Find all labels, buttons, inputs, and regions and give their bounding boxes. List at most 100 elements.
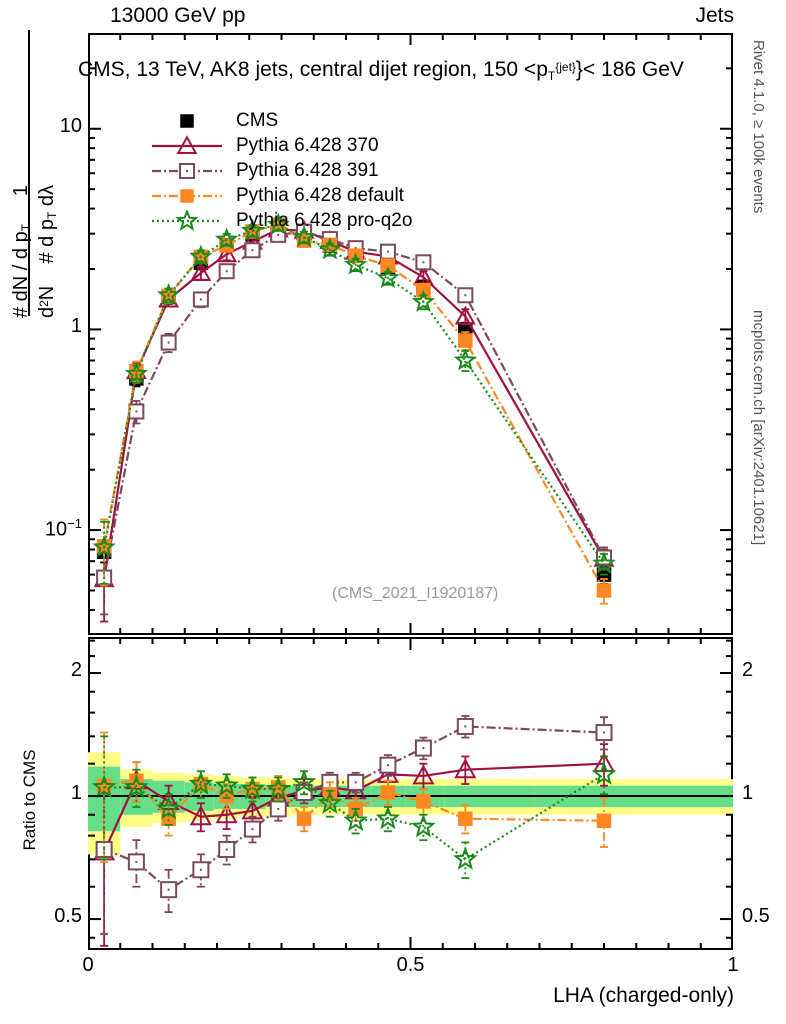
legend-item-1[interactable]: Pythia 6.428 370 bbox=[152, 133, 412, 158]
legend-item-3[interactable]: Pythia 6.428 default bbox=[152, 183, 412, 208]
plot-title: CMS, 13 TeV, AK8 jets, central dijet reg… bbox=[78, 58, 684, 83]
data-point-marker bbox=[411, 814, 436, 838]
data-point-marker bbox=[189, 805, 212, 826]
legend-label: Pythia 6.428 391 bbox=[236, 159, 379, 181]
data-point-marker bbox=[317, 790, 343, 814]
data-point-marker bbox=[215, 803, 238, 824]
ratio-series-3 bbox=[91, 735, 617, 879]
y-tick-label: 10−1 bbox=[44, 516, 82, 541]
plot-title-pre: CMS, 13 TeV, AK8 jets, central dijet reg… bbox=[78, 58, 548, 81]
axis-ticks bbox=[88, 33, 733, 635]
data-point-marker bbox=[240, 776, 265, 800]
main-plot-panel bbox=[88, 33, 733, 635]
y-tick-label: 1 bbox=[70, 315, 82, 338]
data-point-marker bbox=[380, 785, 396, 800]
ratio-series-group bbox=[88, 715, 733, 947]
ratio-series-line bbox=[103, 725, 605, 892]
data-point-marker bbox=[175, 209, 199, 231]
ratio-y-tick-label-right: 1 bbox=[742, 782, 754, 805]
data-point-marker bbox=[180, 113, 194, 128]
x-tick-label: 0.5 bbox=[396, 954, 425, 976]
main-plot-canvas bbox=[88, 33, 733, 635]
data-point-marker bbox=[124, 774, 149, 798]
legend-key bbox=[152, 209, 222, 232]
ratio-axis-ticks bbox=[88, 637, 733, 950]
legend-key bbox=[152, 160, 222, 182]
y-axis-label-denominator: # dN / d pT 1 bbox=[10, 185, 33, 318]
legend-key bbox=[152, 134, 222, 157]
main-series-group bbox=[92, 212, 616, 623]
mcplots-source-caption: mcplots.cern.ch [arXiv:2401.10621] bbox=[750, 310, 767, 546]
plot-title-post: }< 186 GeV bbox=[575, 58, 684, 81]
data-point-marker bbox=[596, 813, 612, 829]
data-point-marker bbox=[343, 807, 368, 832]
data-point-marker bbox=[296, 811, 312, 826]
ratio-axis-label: Ratio to CMS bbox=[20, 749, 39, 851]
data-point-marker bbox=[214, 772, 239, 797]
data-point-marker bbox=[240, 218, 265, 241]
legend: CMS Pythia 6.428 370 Pythia 6.428 391 Pythi… bbox=[152, 108, 412, 233]
ratio-y-tick-label-left: 2 bbox=[70, 659, 82, 682]
header-energy-label: 13000 GeV pp bbox=[110, 4, 246, 27]
series-line bbox=[103, 223, 605, 592]
data-point-marker bbox=[596, 583, 612, 598]
ratio-y-tick-label-left: 0.5 bbox=[54, 905, 82, 928]
x-tick-label: 1 bbox=[727, 954, 739, 976]
ratio-y-tick-label-left: 1 bbox=[70, 782, 82, 805]
data-point-marker bbox=[91, 774, 117, 798]
legend-item-0[interactable]: CMS bbox=[152, 108, 412, 133]
error-bar bbox=[461, 350, 470, 372]
data-point-marker bbox=[291, 769, 317, 793]
data-point-marker bbox=[376, 265, 400, 289]
legend-item-4[interactable]: Pythia 6.428 pro-q2o bbox=[152, 208, 412, 233]
data-point-marker bbox=[375, 805, 401, 830]
x-axis-label: LHA (charged-only) bbox=[553, 984, 734, 1007]
data-point-marker bbox=[190, 262, 212, 282]
data-point-marker bbox=[188, 771, 214, 795]
header-category-label: Jets bbox=[695, 4, 734, 27]
legend-key bbox=[152, 185, 222, 207]
error-bar bbox=[100, 520, 109, 585]
legend-label: Pythia 6.428 370 bbox=[236, 134, 379, 156]
series-1 bbox=[93, 218, 615, 623]
y-axis-label: d2N # d pT dλ # dN / d pT 1 bbox=[0, 28, 59, 318]
data-point-marker bbox=[458, 333, 473, 348]
series-2 bbox=[96, 223, 612, 616]
ratio-y-tick-label-right: 0.5 bbox=[742, 905, 770, 928]
data-point-marker bbox=[454, 758, 477, 779]
y-tick-label: 10 bbox=[59, 114, 82, 137]
plot-title-sub: T bbox=[547, 69, 556, 83]
error-bar bbox=[100, 735, 109, 861]
error-bar bbox=[196, 853, 205, 888]
data-point-marker bbox=[266, 212, 290, 235]
data-point-marker bbox=[216, 243, 238, 263]
data-point-marker bbox=[180, 188, 194, 203]
data-point-marker bbox=[124, 361, 148, 384]
analysis-watermark: (CMS_2021_I1920187) bbox=[332, 585, 499, 602]
data-point-marker bbox=[453, 846, 478, 870]
data-point-marker bbox=[318, 237, 342, 260]
data-point-marker bbox=[592, 551, 616, 574]
series-line bbox=[103, 223, 605, 565]
series-0 bbox=[96, 221, 612, 585]
legend-item-2[interactable]: Pythia 6.428 391 bbox=[152, 158, 412, 183]
data-point-marker bbox=[453, 348, 477, 371]
legend-label: Pythia 6.428 default bbox=[236, 184, 404, 206]
series-4 bbox=[92, 212, 616, 585]
ratio-y-tick-label-right: 2 bbox=[742, 659, 754, 682]
data-point-marker bbox=[156, 796, 181, 820]
y-axis-label-numerator: d2N # d pT dλ bbox=[36, 185, 59, 318]
data-point-marker bbox=[292, 224, 316, 248]
series-3 bbox=[96, 217, 612, 605]
data-point-marker bbox=[176, 134, 198, 154]
error-bar bbox=[100, 518, 109, 587]
data-point-marker bbox=[344, 252, 368, 275]
data-point-marker bbox=[157, 283, 181, 306]
ratio-plot-canvas bbox=[88, 637, 733, 950]
legend-label: Pythia 6.428 pro-q2o bbox=[236, 209, 413, 231]
legend-key bbox=[152, 110, 222, 132]
data-point-marker bbox=[454, 305, 476, 325]
error-bar bbox=[222, 834, 231, 866]
y-axis-label-fraction-bar bbox=[28, 30, 30, 316]
data-point-marker bbox=[92, 535, 116, 558]
